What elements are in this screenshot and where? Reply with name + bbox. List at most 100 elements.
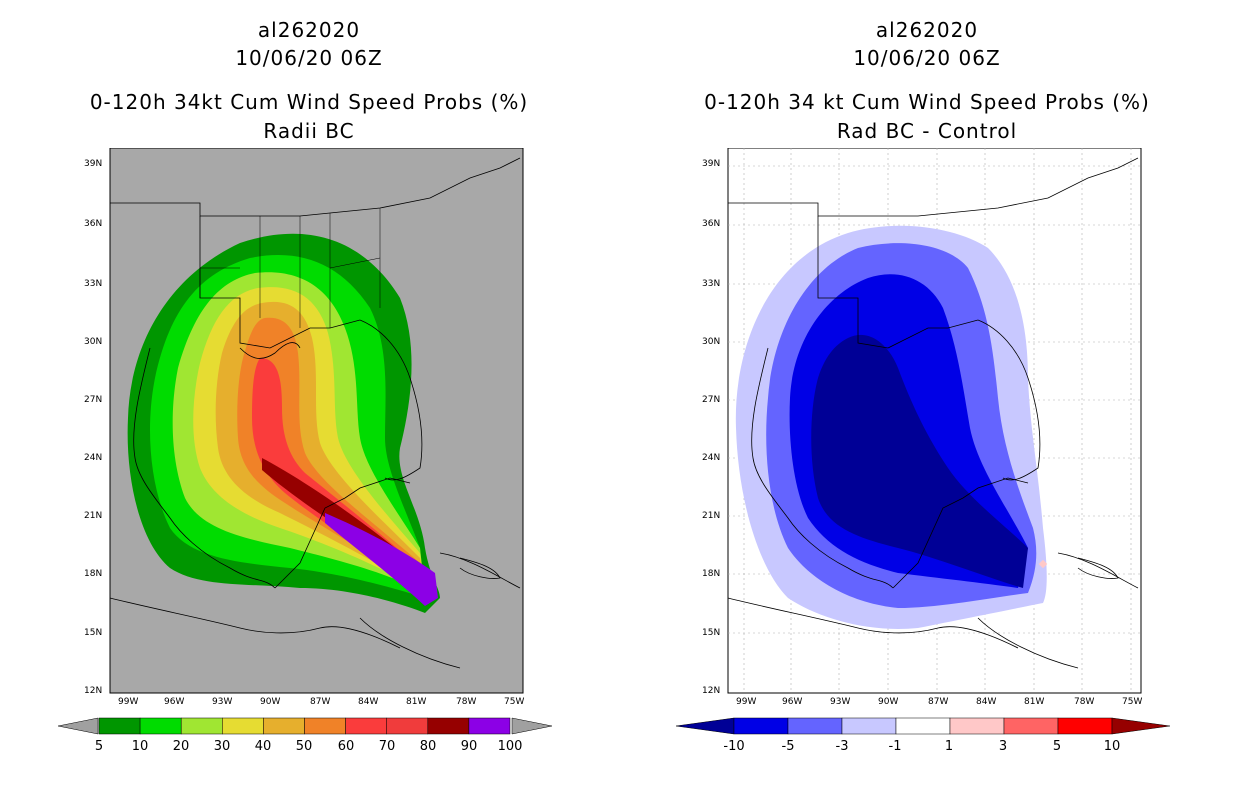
lon-label: 90W — [878, 697, 898, 707]
colorbar-label: 70 — [379, 739, 396, 754]
lat-label: 27N — [84, 395, 102, 405]
colorbar-segment — [139, 717, 182, 735]
colorbar-segment — [222, 717, 264, 735]
contour-minus10 — [811, 334, 1028, 588]
colorbar-label: -5 — [782, 739, 795, 754]
colorbar-segment — [733, 717, 789, 735]
panel-radii-bc: al262020 10/06/20 06Z 0-120h 34kt Cum Wi… — [57, 18, 553, 754]
panel-difference: al262020 10/06/20 06Z 0-120h 34 kt Cum W… — [618, 0, 1236, 800]
panel-subtitle: Radii BC — [263, 119, 355, 143]
contour-50 — [237, 317, 425, 593]
lon-label: 93W — [212, 697, 232, 707]
colorbar-segments — [98, 717, 511, 735]
colorbar-label: 60 — [338, 739, 355, 754]
panel-subtitle: Rad BC - Control — [836, 119, 1018, 143]
lon-label: 90W — [260, 697, 280, 707]
lat-label: 33N — [702, 279, 720, 289]
lon-label: 78W — [456, 697, 476, 707]
colorbar-label: 40 — [255, 739, 272, 754]
lat-label: 33N — [84, 279, 102, 289]
lon-label: 78W — [1074, 697, 1094, 707]
probability-map: 39N 36N 33N 30N 27N 24N 21N 18N 15N 12N … — [84, 148, 524, 707]
colorbar-segment — [386, 717, 429, 735]
difference-contours — [735, 225, 1047, 629]
lon-label: 81W — [1024, 697, 1044, 707]
colorbar-segment — [98, 717, 141, 735]
difference-map: 39N 36N 33N 30N 27N 24N 21N 18N 15N 12N … — [702, 148, 1142, 707]
colorbar-label: 5 — [95, 739, 103, 754]
storm-id: al262020 — [875, 18, 979, 42]
state-borders — [199, 208, 381, 328]
colorbar-segment — [1003, 717, 1059, 735]
lat-label: 39N — [84, 159, 102, 169]
colorbar-segment — [427, 717, 470, 735]
lat-label: 18N — [702, 569, 720, 579]
colorbar-segment — [263, 717, 305, 735]
colorbar-segment — [304, 717, 346, 735]
colorbar-segment — [949, 717, 1005, 735]
panel-title: 0-120h 34 kt Cum Wind Speed Probs (%) — [704, 90, 1150, 114]
colorbar-segment — [787, 717, 843, 735]
colorbar-segments — [733, 717, 1113, 735]
colorbar-segment — [895, 717, 951, 735]
lon-label: 81W — [406, 697, 426, 707]
coastlines — [727, 157, 1139, 669]
colorbar-difference: -10 -5 -3 -1 1 3 5 10 — [675, 717, 1171, 754]
lon-label: 75W — [1122, 697, 1142, 707]
colorbar-label: -3 — [836, 739, 849, 754]
lat-label: 15N — [84, 628, 102, 638]
colorbar-labels: 5 10 20 30 40 50 60 70 80 90 100 — [95, 739, 523, 754]
lat-label: 24N — [702, 453, 720, 463]
lon-axis: 99W 96W 93W 90W 87W 84W 81W 78W 75W — [736, 697, 1142, 707]
lon-label: 93W — [830, 697, 850, 707]
coastlines — [109, 157, 521, 669]
colorbar-end-high — [1111, 717, 1171, 735]
colorbar-segment — [468, 717, 511, 735]
lat-label: 27N — [702, 395, 720, 405]
panel-title: 0-120h 34kt Cum Wind Speed Probs (%) — [89, 90, 529, 114]
colorbar-label: 50 — [296, 739, 313, 754]
probability-contours — [127, 233, 441, 613]
colorbar-label: 5 — [1053, 739, 1061, 754]
lat-label: 21N — [702, 511, 720, 521]
colorbar-label: -10 — [723, 739, 744, 754]
colorbar-label: 80 — [420, 739, 437, 754]
colorbar-label: 10 — [1104, 739, 1121, 754]
lat-label: 30N — [702, 337, 720, 347]
colorbar-end-low — [675, 717, 735, 735]
colorbar-label: 10 — [132, 739, 149, 754]
lon-label: 96W — [164, 697, 184, 707]
colorbar-label: 90 — [461, 739, 478, 754]
colorbar-label: 1 — [945, 739, 953, 754]
colorbar-label: 30 — [214, 739, 231, 754]
contour-90 — [325, 513, 438, 606]
colorbar-labels: -10 -5 -3 -1 1 3 5 10 — [723, 739, 1120, 754]
lat-label: 24N — [84, 453, 102, 463]
colorbar-label: 20 — [173, 739, 190, 754]
colorbar-end-low — [57, 717, 99, 735]
lat-label: 39N — [702, 159, 720, 169]
lon-label: 96W — [782, 697, 802, 707]
lat-label: 36N — [702, 219, 720, 229]
datetime: 10/06/20 06Z — [235, 46, 383, 70]
colorbar-label: -1 — [889, 739, 902, 754]
storm-id: al262020 — [257, 18, 361, 42]
colorbar-segment — [1057, 717, 1113, 735]
lon-label: 84W — [976, 697, 996, 707]
colorbar-segment — [180, 717, 223, 735]
lat-label: 12N — [702, 686, 720, 696]
lon-label: 84W — [358, 697, 378, 707]
colorbar-label: 3 — [999, 739, 1007, 754]
lat-axis: 39N 36N 33N 30N 27N 24N 21N 18N 15N 12N — [84, 159, 102, 696]
colorbar-segment — [345, 717, 387, 735]
colorbar-label: 100 — [498, 739, 523, 754]
lat-label: 18N — [84, 569, 102, 579]
lon-label: 75W — [504, 697, 524, 707]
lon-axis: 99W 96W 93W 90W 87W 84W 81W 78W 75W — [118, 697, 524, 707]
colorbar-segment — [841, 717, 897, 735]
lat-label: 30N — [84, 337, 102, 347]
colorbar-probability: 5 10 20 30 40 50 60 70 80 90 100 — [57, 717, 553, 754]
lat-label: 21N — [84, 511, 102, 521]
lon-label: 87W — [928, 697, 948, 707]
lon-label: 87W — [310, 697, 330, 707]
